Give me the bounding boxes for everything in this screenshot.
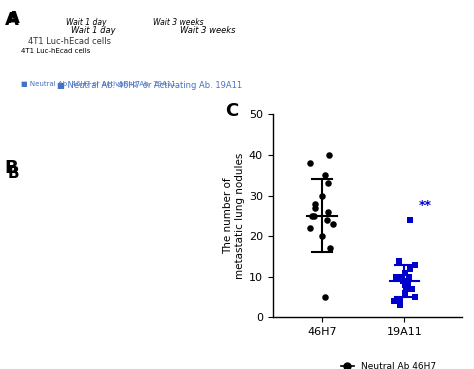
Point [321, 294, 328, 300]
Legend: Neutral Ab 46H7, Activating Ab 19A11: Neutral Ab 46H7, Activating Ab 19A11 [337, 358, 457, 369]
Point [411, 262, 419, 268]
Point [392, 274, 400, 280]
Y-axis label: The number of
metastatic lung nodules: The number of metastatic lung nodules [223, 153, 245, 279]
Point [395, 258, 403, 263]
Text: Wait 1 day: Wait 1 day [66, 18, 106, 27]
Point [321, 172, 329, 178]
Point [396, 298, 404, 304]
Text: 4T1 Luc-hEcad cells: 4T1 Luc-hEcad cells [21, 48, 91, 54]
Point [310, 213, 318, 219]
Point [411, 294, 419, 300]
Point [306, 225, 313, 231]
Point [311, 201, 319, 207]
Point [405, 274, 412, 280]
Point [308, 213, 316, 219]
Text: C: C [225, 102, 238, 120]
Point [326, 245, 334, 251]
Point [403, 278, 411, 284]
Point [408, 286, 416, 292]
Text: Wait 3 weeks: Wait 3 weeks [180, 26, 236, 35]
Point [406, 266, 413, 272]
Point [401, 290, 409, 296]
Point [404, 282, 412, 288]
Text: 4T1 Luc-hEcad cells: 4T1 Luc-hEcad cells [28, 37, 111, 46]
Point [401, 270, 409, 276]
Text: ■ Neutral Ab. 46H7 or Activating Ab. 19A11: ■ Neutral Ab. 46H7 or Activating Ab. 19A… [57, 81, 242, 90]
Point [391, 298, 398, 304]
Text: A: A [5, 11, 18, 29]
Point [325, 152, 333, 158]
Text: **: ** [419, 199, 431, 212]
Point [323, 217, 330, 223]
Point [398, 274, 405, 280]
Point [401, 282, 409, 288]
Text: Wait 1 day: Wait 1 day [71, 26, 116, 35]
Text: A: A [8, 11, 19, 26]
Text: ■ Neutral Ab. 46H7 or Activating Ab. 19A11: ■ Neutral Ab. 46H7 or Activating Ab. 19A… [21, 81, 176, 87]
Text: Wait 3 weeks: Wait 3 weeks [153, 18, 203, 27]
Point [325, 209, 332, 215]
Point [318, 193, 326, 199]
Point [399, 278, 407, 284]
Point [396, 302, 403, 308]
Point [306, 160, 314, 166]
Point [329, 221, 337, 227]
Text: B: B [5, 159, 18, 177]
Point [403, 286, 411, 292]
Point [406, 217, 414, 223]
Text: B: B [8, 166, 19, 181]
Point [311, 205, 319, 211]
Point [324, 180, 332, 186]
Point [399, 278, 407, 284]
Point [319, 233, 326, 239]
